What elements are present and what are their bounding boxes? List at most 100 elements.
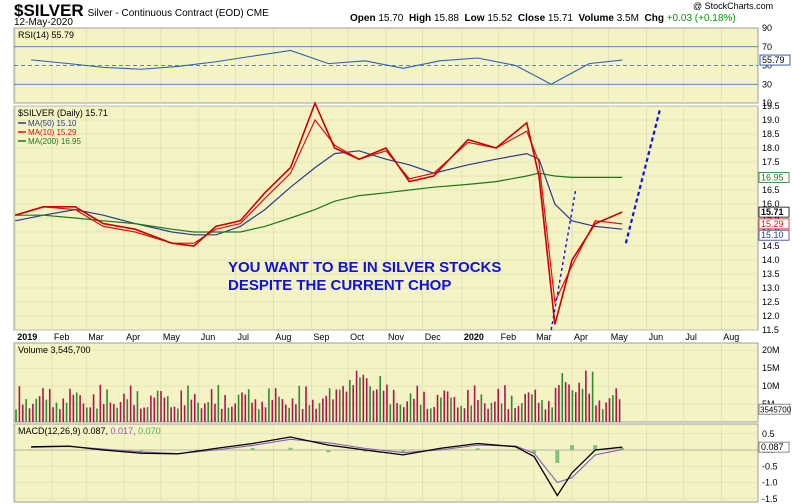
volume-bar	[443, 390, 446, 422]
macd-panel	[14, 436, 758, 497]
x-tick-label: Feb	[54, 332, 70, 342]
volume-bar	[258, 409, 260, 422]
volume-bar	[173, 406, 176, 422]
volume-bar	[224, 394, 226, 422]
volume-bar	[278, 396, 280, 422]
volume-bar	[197, 402, 199, 422]
price-tick-label: 19.5	[762, 101, 780, 111]
volume-bar	[568, 384, 570, 422]
volume-bar	[284, 404, 287, 422]
volume-bar	[386, 384, 388, 422]
volume-bar	[153, 397, 156, 422]
volume-bar	[190, 399, 193, 422]
rsi-tick-label: 70	[762, 42, 772, 52]
volume-bar	[82, 403, 85, 422]
volume-bar	[365, 378, 368, 422]
volume-bar	[52, 407, 54, 422]
volume-bar	[45, 399, 48, 422]
volume-bar	[102, 404, 105, 422]
right-label-box	[758, 218, 790, 230]
price-tick-label: 16.5	[762, 185, 780, 195]
macd-histogram-bar	[288, 447, 293, 450]
volume-bar	[133, 405, 135, 422]
volume-bar	[598, 400, 601, 422]
volume-bar	[123, 393, 125, 422]
volume-bar	[362, 374, 365, 422]
chart-date: 12-May-2020	[14, 17, 73, 28]
right-value-label: 15.71	[761, 207, 784, 217]
volume-bar	[514, 407, 516, 422]
macd-line	[31, 436, 623, 497]
volume-bar	[193, 394, 196, 422]
volume-bar	[416, 385, 419, 422]
rsi-tick-label: 10	[762, 98, 772, 108]
volume-bar	[38, 396, 41, 422]
volume-bar	[143, 407, 145, 422]
volume-bar	[180, 390, 183, 422]
volume-bar	[402, 407, 405, 422]
volume-bar	[214, 403, 216, 422]
macd-histogram-bar	[570, 445, 574, 450]
x-tick-label: Oct	[350, 332, 365, 342]
volume-bar	[322, 398, 324, 422]
volume-bar	[99, 384, 102, 422]
macd-histogram-bar	[139, 450, 144, 452]
volume-bar	[308, 405, 311, 422]
volume-bar	[332, 399, 334, 422]
price-tick-label: 18.5	[762, 129, 780, 139]
volume-bar	[382, 390, 385, 422]
volume-bar	[72, 394, 75, 422]
volume-bar	[264, 407, 267, 422]
volume-bar	[396, 403, 398, 422]
volume-bar	[376, 389, 378, 422]
volume-bar	[389, 404, 392, 422]
volume-bar	[325, 395, 328, 422]
chart-description: Silver - Continuous Contract (EOD) CME	[87, 8, 269, 19]
volume-bar	[234, 403, 236, 422]
x-tick-label: Aug	[723, 332, 739, 342]
volume-bar	[129, 385, 132, 422]
volume-bar	[156, 390, 159, 422]
macd-histogram-bar	[437, 448, 442, 450]
volume-bar	[349, 380, 351, 422]
price-tick-label: 14.0	[762, 255, 780, 265]
macd-histogram-bar	[363, 450, 368, 452]
volume-bar	[170, 407, 172, 422]
price-legend-title: $SILVER (Daily) 15.71	[18, 108, 108, 118]
volume-bar	[274, 388, 277, 422]
volume-bar	[42, 388, 44, 422]
volume-bar	[564, 382, 567, 422]
volume-bar	[608, 398, 611, 422]
volume-bar	[463, 408, 466, 422]
vol-tick-label: 20M	[762, 345, 780, 355]
x-tick-label: Jun	[201, 332, 216, 342]
volume-bar	[92, 394, 95, 422]
volume-bar	[75, 392, 78, 422]
volume-bar	[183, 405, 186, 422]
volume-bar	[96, 408, 98, 422]
volume-bar	[163, 397, 166, 422]
volume-bar	[315, 408, 317, 422]
x-tick-label: May	[163, 332, 181, 342]
rsi-legend: RSI(14) 55.79	[18, 30, 74, 40]
volume-bar	[574, 392, 577, 422]
volume-bar	[227, 407, 230, 422]
ohlc-summary: Open 15.70 High 15.88 Low 15.52 Close 15…	[350, 13, 736, 24]
volume-bar	[204, 403, 206, 422]
volume-bar	[136, 391, 139, 422]
volume-bar	[521, 403, 523, 422]
volume-bar	[295, 404, 297, 422]
volume-bar	[271, 399, 274, 422]
volume-bar	[477, 400, 479, 422]
rsi-tick-label: 90	[762, 23, 772, 33]
volume-bar	[15, 409, 17, 422]
volume-bar	[429, 408, 432, 422]
volume-bar	[281, 399, 284, 422]
volume-bar	[207, 402, 210, 422]
volume-bar	[537, 402, 540, 422]
macd-histogram-bar	[326, 450, 331, 453]
volume-bar	[116, 407, 118, 422]
x-tick-label: Jul	[685, 332, 697, 342]
right-value-label: 16.95	[761, 172, 784, 182]
volume-bar	[558, 385, 560, 422]
